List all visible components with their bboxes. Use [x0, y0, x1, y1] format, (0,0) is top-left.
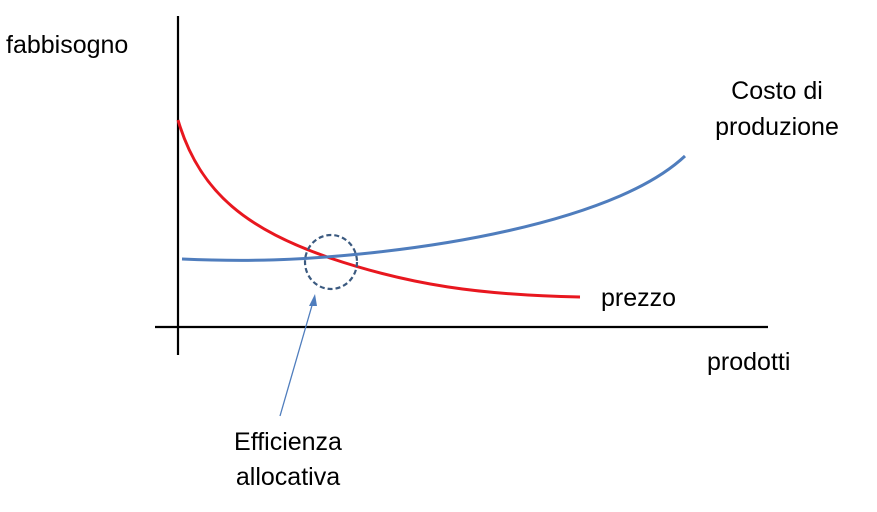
cost-curve-label-line1: Costo di [731, 77, 823, 105]
efficiency-label-line1: Efficienza [234, 428, 342, 456]
price-curve [176, 119, 581, 299]
cost-curve [181, 154, 687, 262]
efficiency-marker-circle [303, 233, 359, 291]
price-curve-label: prezzo [601, 284, 677, 312]
efficiency-label-line2: allocativa [235, 463, 341, 491]
efficiency-pointer-arrow [279, 301, 314, 417]
cost-curve-label-line2: produzione [715, 113, 839, 141]
y-axis-label: fabbisogno [6, 31, 129, 59]
efficiency-pointer-arrowhead [309, 294, 317, 306]
x-axis-label: prodotti [707, 348, 791, 376]
